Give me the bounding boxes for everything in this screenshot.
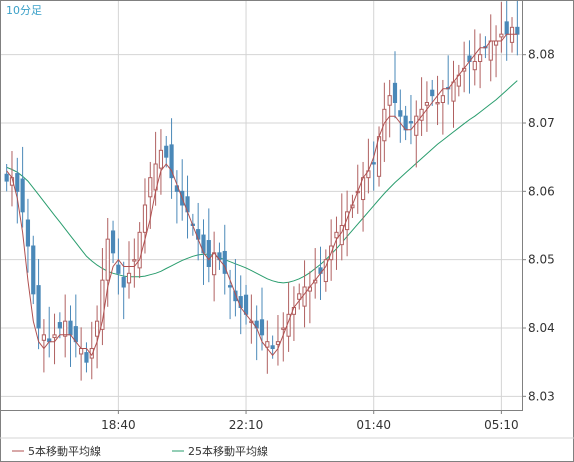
candle-body-0 [4, 173, 9, 182]
x-tick-label-1: 22:10 [229, 418, 264, 432]
candle-body-42 [227, 285, 233, 288]
legend-label-0: 5本移動平均線 [28, 444, 101, 458]
candle-body-95 [509, 26, 515, 43]
candle-body-96 [515, 26, 520, 35]
candle-body-15 [84, 352, 89, 363]
x-tick-label-2: 01:40 [356, 418, 391, 432]
candle-body-2 [15, 173, 20, 192]
grid [0, 0, 522, 410]
candle-body-39 [212, 252, 217, 276]
candle-body-6 [36, 285, 41, 329]
candle-body-73 [392, 82, 398, 104]
candle-body-5 [31, 245, 36, 295]
x-axis: 18:40 22:10 01:40 05:10 [101, 410, 519, 432]
candle-body-17 [94, 320, 100, 337]
candle-body-11 [63, 320, 68, 337]
candle-body-43 [233, 290, 238, 302]
candle-body-79 [424, 102, 430, 106]
candle-body-80 [430, 89, 435, 97]
candle-body-7 [41, 334, 46, 341]
y-tick-label-0: 8.03 [528, 389, 555, 403]
candle-body-72 [387, 95, 392, 106]
candle-body-64 [345, 211, 350, 231]
candle-body-60 [323, 259, 328, 283]
candle-body-36 [196, 229, 201, 240]
candle-body-23 [126, 272, 132, 284]
candle-body-27 [148, 177, 153, 198]
x-tick-label-3: 05:10 [484, 418, 519, 432]
candle-body-91 [488, 40, 493, 61]
candle-body-21 [116, 264, 121, 274]
candle-body-56 [302, 286, 307, 307]
candle-body-24 [132, 259, 137, 262]
candle-body-4 [25, 219, 31, 247]
candle-body-20 [110, 230, 116, 254]
candle-body-10 [57, 322, 62, 329]
candle-body-84 [451, 81, 456, 102]
candle-body-69 [371, 162, 376, 165]
candle-body-13 [73, 326, 78, 343]
y-tick-label-1: 8.04 [528, 321, 555, 335]
candle-body-26 [142, 204, 148, 233]
candle-body-55 [297, 293, 302, 300]
candle-body-12 [68, 320, 73, 336]
candle-body-92 [493, 40, 499, 46]
interval-label: 10分足 [6, 4, 42, 17]
candle-body-29 [158, 149, 164, 169]
candle-body-9 [52, 334, 57, 339]
candle-body-18 [100, 279, 105, 330]
candle-body-74 [398, 110, 403, 117]
x-tick-label-0: 18:40 [101, 418, 136, 432]
ma5-layer [6, 33, 518, 357]
ma25-layer [6, 80, 518, 284]
candle-body-93 [499, 33, 504, 38]
candle-body-31 [169, 144, 174, 179]
candle-body-51 [275, 341, 281, 345]
y-axis: 8.03 8.04 8.05 8.06 8.07 8.08 [522, 48, 555, 403]
y-tick-label-3: 8.06 [528, 184, 555, 198]
ma5-line [6, 33, 518, 357]
candle-body-62 [334, 231, 339, 239]
candle-body-76 [408, 121, 414, 124]
candle-body-89 [478, 54, 483, 63]
candle-body-30 [164, 145, 169, 158]
candle-body-14 [79, 348, 84, 355]
y-tick-label-4: 8.07 [528, 116, 555, 130]
candles [4, 0, 520, 381]
candle-body-82 [440, 95, 445, 103]
candle-body-38 [206, 240, 211, 268]
candle-body-45 [243, 294, 249, 315]
ma25-line [6, 80, 518, 284]
candle-body-77 [414, 115, 419, 136]
candle-body-19 [105, 238, 110, 281]
candle-body-94 [504, 21, 509, 35]
candle-body-88 [472, 61, 477, 71]
candle-body-22 [121, 276, 126, 288]
legend: 5本移動平均線 25本移動平均線 [12, 444, 268, 458]
candle-body-71 [382, 108, 387, 142]
candle-body-3 [20, 178, 25, 213]
y-tick-label-5: 8.08 [528, 48, 555, 62]
candle-body-49 [265, 341, 270, 348]
candle-body-25 [137, 231, 142, 269]
candle-body-81 [435, 102, 440, 105]
y-tick-label-2: 8.05 [528, 253, 555, 267]
candle-body-48 [259, 319, 265, 336]
legend-label-1: 25本移動平均線 [188, 444, 268, 458]
candle-body-41 [222, 250, 227, 274]
candle-body-50 [270, 345, 275, 349]
candle-body-52 [281, 327, 286, 330]
